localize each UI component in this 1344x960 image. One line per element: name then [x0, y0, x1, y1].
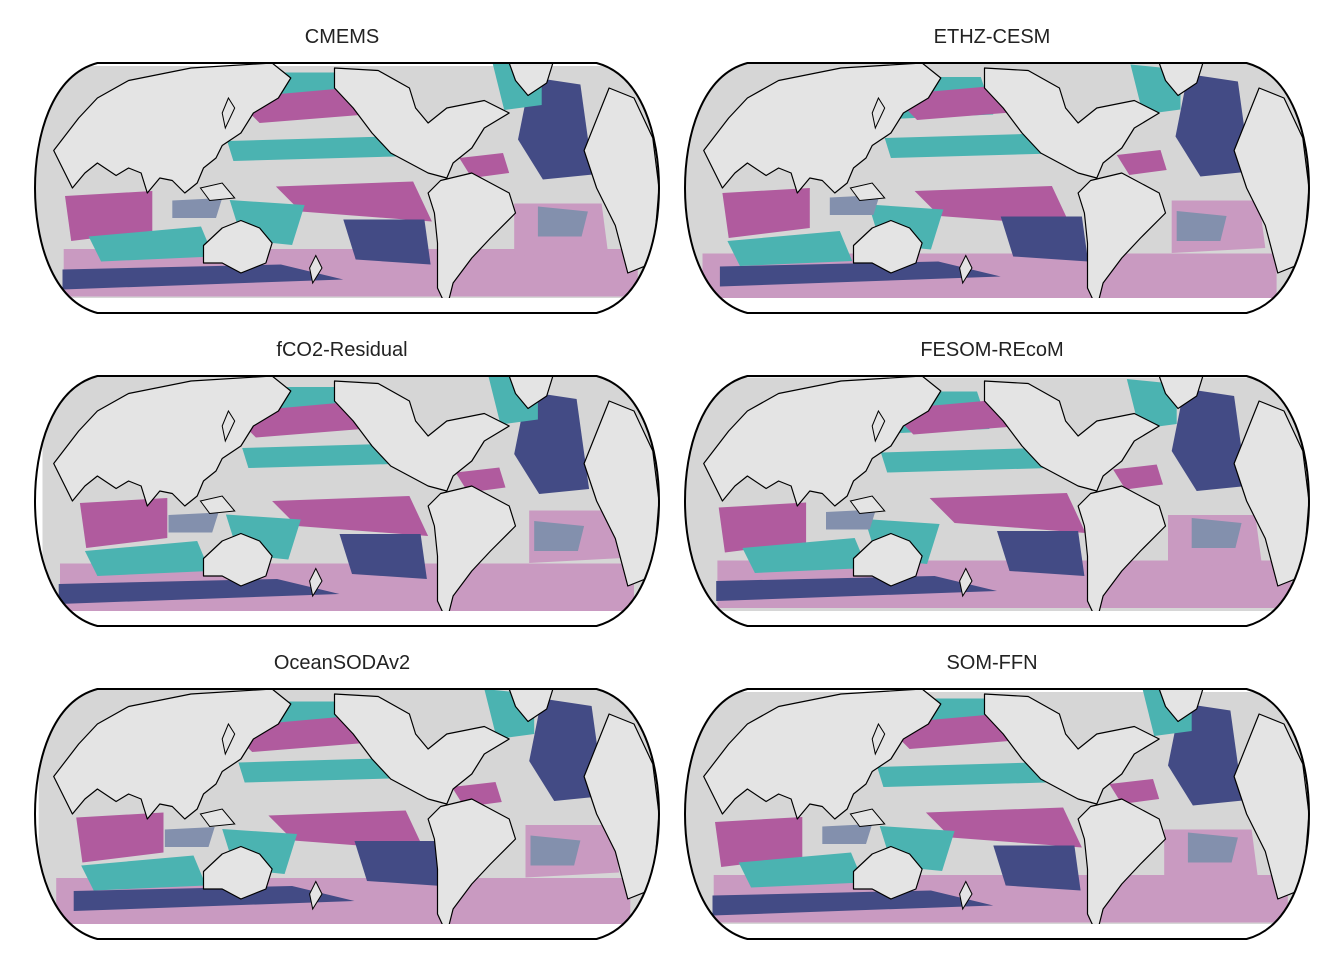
panel-title-cmems: CMEMS [304, 26, 380, 48]
panel-title-fco2-residual: fCO2-Residual [276, 339, 408, 361]
map-fco2-residual [33, 375, 661, 627]
panel-title-ethz-cesm: ETHZ-CESM [933, 26, 1051, 48]
map-som-ffn [683, 688, 1311, 940]
map-panel-cmems: CMEMS [12, 22, 672, 334]
land-masses [697, 376, 1309, 626]
land-masses [697, 689, 1309, 939]
map-panel-fesom-recom: FESOM-REcoM [662, 335, 1322, 647]
land-masses [47, 689, 659, 939]
map-panel-ethz-cesm: ETHZ-CESM [662, 22, 1322, 334]
map-frame [683, 375, 1311, 627]
map-panel-oceansodav2: OceanSODAv2 [12, 648, 672, 960]
map-fesom-recom [683, 375, 1311, 627]
panel-title-oceansodav2: OceanSODAv2 [273, 652, 411, 674]
map-frame [33, 375, 661, 627]
panel-title-som-ffn: SOM-FFN [946, 652, 1038, 674]
map-panel-fco2-residual: fCO2-Residual [12, 335, 672, 647]
map-frame [33, 688, 661, 940]
map-cmems [33, 62, 661, 314]
land-masses [47, 376, 659, 626]
land-masses [697, 63, 1309, 313]
map-frame [33, 62, 661, 314]
map-oceansodav2 [33, 688, 661, 940]
map-frame [683, 62, 1311, 314]
land-masses [47, 63, 659, 313]
map-ethz-cesm [683, 62, 1311, 314]
map-frame [683, 688, 1311, 940]
panel-title-fesom-recom: FESOM-REcoM [920, 339, 1064, 361]
map-panel-som-ffn: SOM-FFN [662, 648, 1322, 960]
